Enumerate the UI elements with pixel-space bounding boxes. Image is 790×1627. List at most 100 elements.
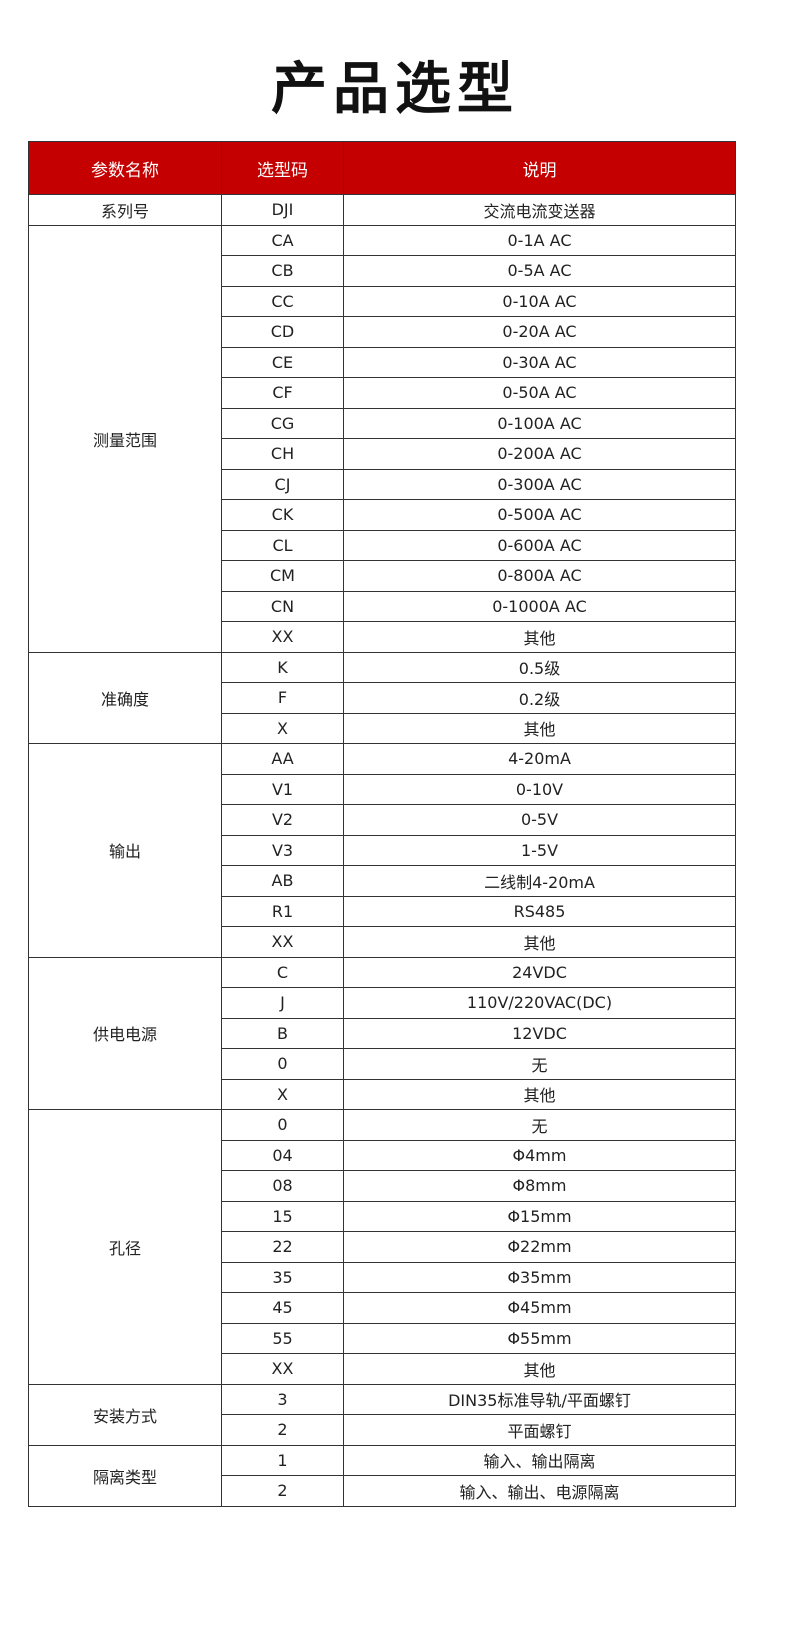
description-cell: Φ55mm [343,1322,736,1354]
param-name-cell: 系列号 [28,194,222,226]
code-cell: CE [221,346,344,378]
description-cell: 其他 [343,1078,736,1110]
description-cell: 0-100A AC [343,407,736,439]
code-cell: 2 [221,1475,344,1507]
description-cell: 0-600A AC [343,529,736,561]
description-cell: Φ8mm [343,1170,736,1202]
description-cell: RS485 [343,895,736,927]
table-row: CE 0-30A AC [29,346,736,378]
param-name-cell: 安装方式 [28,1383,222,1446]
code-cell: 55 [221,1322,344,1354]
description-cell: 24VDC [343,956,736,988]
table-row: J 110V/220VAC(DC) [29,987,736,1019]
table-row: 55 Φ55mm [29,1322,736,1354]
code-cell: V2 [221,804,344,836]
code-cell: CG [221,407,344,439]
description-cell: Φ45mm [343,1292,736,1324]
table-row: V3 1-5V [29,834,736,866]
table-row: 2 平面螺钉 [29,1414,736,1446]
code-cell: CK [221,499,344,531]
code-cell: XX [221,1353,344,1385]
code-cell: V1 [221,773,344,805]
table-row: CJ 0-300A AC [29,468,736,500]
table-row: CN 0-1000A AC [29,590,736,622]
table-row: CH 0-200A AC [29,438,736,470]
description-cell: 0-50A AC [343,377,736,409]
description-cell: 0-20A AC [343,316,736,348]
param-name-cell: 隔离类型 [28,1444,222,1507]
table-row: B 12VDC [29,1017,736,1049]
description-cell: 12VDC [343,1017,736,1049]
table-row: 04 Φ4mm [29,1139,736,1171]
param-name-cell: 准确度 [28,651,222,744]
description-cell: DIN35标准导轨/平面螺钉 [343,1383,736,1415]
product-selection-table: 参数名称 选型码 说明 系列号 DJI 交流电流变送器 测量范围 CA 0-1A AC CB… [28,141,736,1507]
code-cell: 0 [221,1109,344,1141]
description-cell: 0-800A AC [343,560,736,592]
code-cell: CN [221,590,344,622]
description-cell: 交流电流变送器 [343,194,736,226]
code-cell: 2 [221,1414,344,1446]
table-row: 22 Φ22mm [29,1231,736,1263]
code-cell: 3 [221,1383,344,1415]
table-row: 测量范围 CA 0-1A AC [28,224,736,653]
description-cell: Φ4mm [343,1139,736,1171]
code-cell: 15 [221,1200,344,1232]
table-row: 孔径 0 无 [28,1109,736,1385]
code-cell: B [221,1017,344,1049]
code-cell: AA [221,743,344,775]
table-row: CG 0-100A AC [29,407,736,439]
description-cell: 0-200A AC [343,438,736,470]
code-cell: 22 [221,1231,344,1263]
description-cell: 输入、输出隔离 [343,1444,736,1476]
code-cell: CD [221,316,344,348]
table-row: AB 二线制4-20mA [29,865,736,897]
description-cell: 0-10A AC [343,285,736,317]
table-row: X 其他 [29,712,736,744]
table-row: 安装方式 3 DIN35标准导轨/平面螺钉 [28,1383,736,1446]
param-name-cell: 测量范围 [28,224,222,653]
code-cell: CA [221,224,344,256]
description-cell: 0.2级 [343,682,736,714]
description-cell: 4-20mA [343,743,736,775]
table-row: R1 RS485 [29,895,736,927]
description-cell: 0-300A AC [343,468,736,500]
param-name-cell: 孔径 [28,1109,222,1385]
header-code: 选型码 [221,141,344,195]
description-cell: 其他 [343,621,736,653]
param-name-cell: 供电电源 [28,956,222,1110]
description-cell: 其他 [343,926,736,958]
code-cell: DJI [221,194,344,226]
description-cell: Φ15mm [343,1200,736,1232]
description-cell: 其他 [343,712,736,744]
description-cell: 0-5A AC [343,255,736,287]
code-cell: R1 [221,895,344,927]
code-cell: J [221,987,344,1019]
description-cell: 0-1000A AC [343,590,736,622]
code-cell: X [221,712,344,744]
code-cell: 08 [221,1170,344,1202]
description-cell: Φ35mm [343,1261,736,1293]
description-cell: 0-500A AC [343,499,736,531]
description-cell: 0-10V [343,773,736,805]
table-row: 隔离类型 1 输入、输出隔离 [28,1444,736,1507]
code-cell: XX [221,926,344,958]
code-cell: 04 [221,1139,344,1171]
description-cell: 0-1A AC [343,224,736,256]
table-row: XX 其他 [29,926,736,958]
table-row: V2 0-5V [29,804,736,836]
description-cell: 其他 [343,1353,736,1385]
page-title: 产品选型 [271,57,519,122]
code-cell: CL [221,529,344,561]
description-cell: 0-5V [343,804,736,836]
table-row: 供电电源 C 24VDC [28,956,736,1110]
code-cell: 1 [221,1444,344,1476]
table-row: CD 0-20A AC [29,316,736,348]
description-cell: 无 [343,1048,736,1080]
code-cell: CC [221,285,344,317]
code-cell: XX [221,621,344,653]
code-cell: CH [221,438,344,470]
table-row: 输出 AA 4-20mA [28,743,736,958]
header-param-name: 参数名称 [28,141,222,195]
